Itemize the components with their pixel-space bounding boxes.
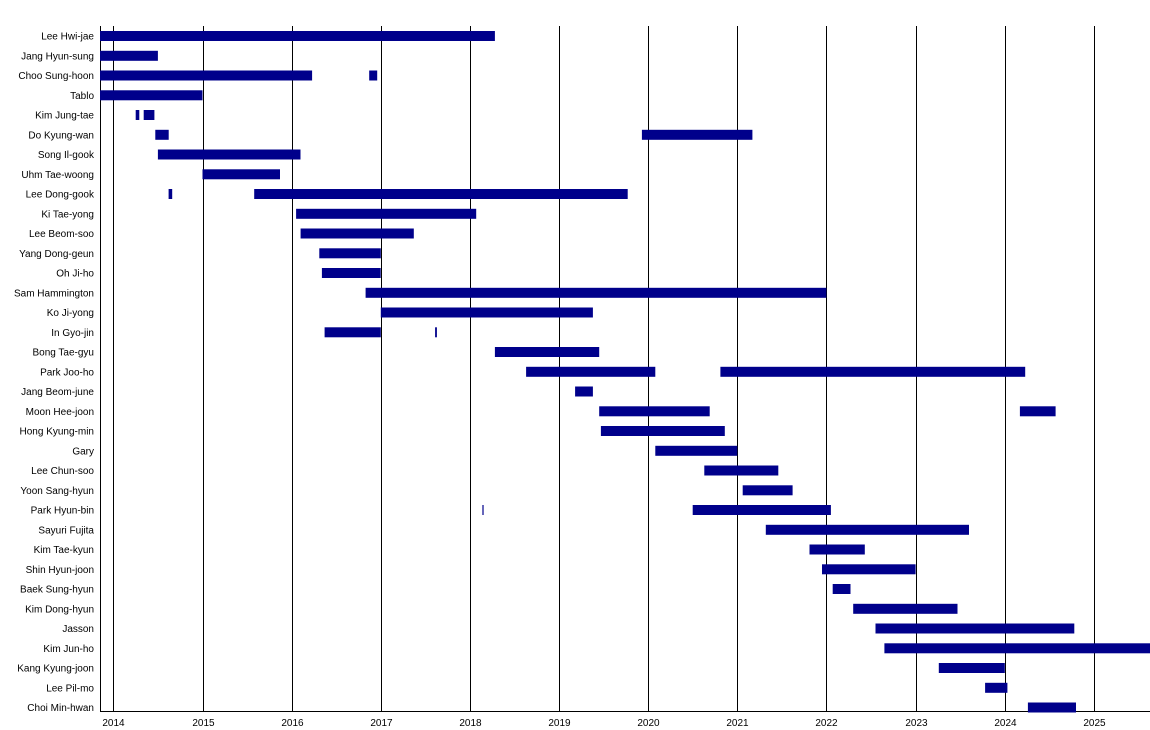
tenure-bar [704, 465, 779, 476]
tenure-bar [254, 189, 628, 199]
tenure-bar [1027, 702, 1076, 713]
x-tick-label: 2019 [548, 718, 571, 729]
row-label: Tablo [70, 91, 94, 102]
tenure-bar [380, 307, 593, 318]
tenure-bar [526, 366, 656, 377]
row-labels: Lee Hwi-jae Jang Hyun-sung Choo Sung-hoon T… [14, 32, 95, 715]
tenure-bar [168, 189, 173, 199]
row-label: Do Kyung-wan [28, 130, 94, 141]
row-label: Kang Kyung-joon [17, 664, 94, 675]
tenure-bar [300, 228, 414, 239]
tenure-bar [365, 287, 827, 298]
tenure-bar [985, 682, 1008, 693]
row-label: Kim Jung-tae [35, 111, 94, 122]
tenure-bar [157, 149, 301, 160]
x-tick-label: 2017 [370, 718, 393, 729]
x-tick-label: 2018 [459, 718, 482, 729]
tenure-bar [135, 110, 140, 120]
tenure-bar [143, 110, 155, 120]
row-label: Lee Pil-mo [46, 683, 94, 694]
row-label: Ki Tae-yong [41, 209, 94, 220]
row-label: Bong Tae-gyu [32, 348, 94, 359]
x-tick-labels: 2014 2015 2016 2017 2018 2019 2020 2021 2022 2023… [102, 718, 1106, 729]
row-label: Baek Sung-hyun [20, 585, 94, 596]
tenure-bar [600, 426, 725, 436]
tenure-bar [494, 347, 600, 357]
row-label: In Gyo-jin [51, 328, 94, 339]
row-label: Kim Tae-kyun [34, 545, 94, 556]
tenure-bar [875, 623, 1075, 634]
tenure-bar [324, 327, 381, 338]
tenure-bar [765, 524, 969, 535]
row-label: Kim Jun-ho [43, 644, 94, 655]
row-label: Yoon Sang-hyun [20, 486, 94, 497]
tenure-bar [575, 386, 593, 397]
tenure-bar [809, 544, 865, 555]
tenure-bar [321, 268, 381, 278]
x-tick-label: 2014 [102, 718, 125, 729]
tenure-bar [435, 327, 437, 338]
row-label: Lee Chun-soo [31, 466, 94, 477]
tenure-bar [720, 366, 1026, 377]
row-label: Choi Min-hwan [27, 703, 94, 714]
tenure-bar [832, 584, 851, 594]
x-tick-label: 2016 [281, 718, 304, 729]
bars [100, 31, 1150, 713]
row-label: Jang Beom-june [21, 387, 94, 398]
tenure-bar [319, 248, 381, 259]
row-label: Yang Dong-geun [19, 249, 94, 260]
row-label: Choo Sung-hoon [18, 71, 94, 82]
tenure-bar [853, 603, 958, 614]
tenure-bar [296, 208, 477, 219]
row-label: Hong Kyung-min [20, 427, 94, 438]
tenure-bar [100, 90, 203, 101]
row-label: Park Joo-ho [40, 367, 94, 378]
tenure-bar [100, 50, 158, 61]
x-tick-label: 2015 [192, 718, 215, 729]
x-tick-label: 2025 [1083, 718, 1106, 729]
tenure-bar [100, 31, 495, 41]
row-label: Lee Beom-soo [29, 229, 94, 240]
row-label: Sayuri Fujita [38, 525, 94, 536]
row-label: Kim Dong-hyun [25, 604, 94, 615]
x-tick-label: 2020 [637, 718, 660, 729]
row-label: Lee Hwi-jae [41, 32, 94, 43]
row-label: Uhm Tae-woong [21, 170, 94, 181]
row-label: Ko Ji-yong [47, 308, 94, 319]
row-label: Gary [72, 446, 94, 457]
tenure-bar [938, 663, 1005, 673]
tenure-bar [482, 505, 484, 515]
tenure-bar [884, 643, 1150, 654]
tenure-bar [202, 169, 280, 180]
x-tick-label: 2023 [905, 718, 928, 729]
tenure-bar [655, 445, 738, 456]
x-tick-label: 2022 [815, 718, 838, 729]
tenure-bar [822, 564, 916, 575]
x-tick-label: 2021 [726, 718, 749, 729]
tenure-bar [742, 485, 793, 496]
tenure-bar [692, 505, 831, 515]
tenure-bar [369, 70, 378, 81]
row-label: Shin Hyun-joon [26, 565, 94, 576]
row-label: Oh Ji-ho [56, 269, 94, 280]
tenure-bar [100, 70, 313, 81]
row-label: Lee Dong-gook [26, 190, 95, 201]
tenure-bar [155, 129, 169, 140]
row-label: Jang Hyun-sung [21, 51, 94, 62]
x-tick-label: 2024 [994, 718, 1017, 729]
tenure-bar [1019, 406, 1056, 417]
row-label: Song Il-gook [38, 150, 95, 161]
row-label: Jasson [62, 624, 94, 635]
row-label: Sam Hammington [14, 288, 94, 299]
row-label: Moon Hee-joon [26, 407, 94, 418]
tenure-bar [641, 129, 753, 140]
row-label: Park Hyun-bin [31, 506, 94, 517]
tenure-bar [599, 406, 710, 417]
